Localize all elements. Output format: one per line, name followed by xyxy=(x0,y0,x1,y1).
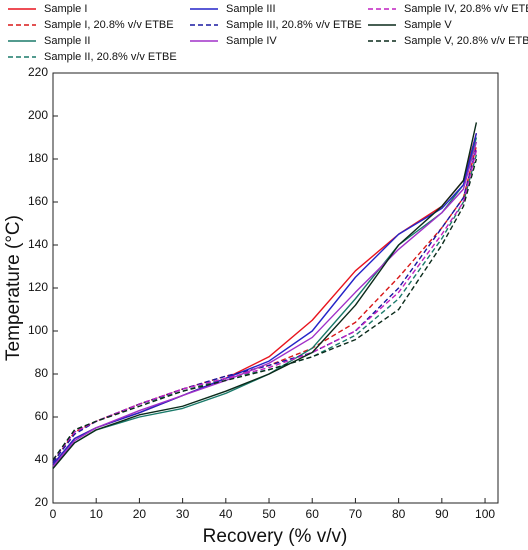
x-tick-label: 70 xyxy=(349,507,363,521)
legend-label: Sample II xyxy=(44,35,90,47)
x-tick-label: 40 xyxy=(219,507,233,521)
x-tick-label: 60 xyxy=(306,507,320,521)
y-tick-label: 40 xyxy=(35,452,49,466)
y-tick-label: 100 xyxy=(28,323,48,337)
y-tick-label: 200 xyxy=(28,108,48,122)
legend-label: Sample I, 20.8% v/v ETBE xyxy=(44,19,174,31)
y-tick-label: 120 xyxy=(28,280,48,294)
series-line xyxy=(52,141,478,467)
y-tick-label: 20 xyxy=(35,495,49,509)
legend-label: Sample IV xyxy=(226,35,277,47)
x-tick-label: 0 xyxy=(50,507,57,521)
y-tick-label: 220 xyxy=(28,65,48,79)
plot-frame xyxy=(52,72,499,504)
legend-label: Sample I xyxy=(44,3,87,15)
y-tick-label: 180 xyxy=(28,151,48,165)
x-tick-label: 10 xyxy=(90,507,104,521)
x-tick-label: 30 xyxy=(176,507,190,521)
y-axis-label: Temperature (°C) xyxy=(3,215,24,361)
legend-label: Sample III, 20.8% v/v ETBE xyxy=(226,19,362,31)
legend-label: Sample III xyxy=(226,3,276,15)
legend-label: Sample IV, 20.8% v/v ETBE xyxy=(404,3,528,15)
x-axis-label: Recovery (% v/v) xyxy=(203,526,348,547)
series-line xyxy=(52,122,478,470)
x-tick-label: 20 xyxy=(133,507,147,521)
y-tick-label: 140 xyxy=(28,237,48,251)
x-tick-label: 90 xyxy=(435,507,449,521)
y-tick-label: 160 xyxy=(28,194,48,208)
x-tick-label: 50 xyxy=(262,507,276,521)
series-line xyxy=(52,148,478,463)
legend-label: Sample V xyxy=(404,19,452,31)
x-tick-label: 80 xyxy=(392,507,406,521)
y-tick-label: 80 xyxy=(35,366,49,380)
legend-label: Sample V, 20.8% v/v ETBE xyxy=(404,35,528,47)
x-tick-label: 100 xyxy=(475,507,495,521)
y-tick-label: 60 xyxy=(35,409,49,423)
series-line xyxy=(52,158,478,461)
series-line xyxy=(52,137,478,467)
legend-label: Sample II, 20.8% v/v ETBE xyxy=(44,51,177,63)
